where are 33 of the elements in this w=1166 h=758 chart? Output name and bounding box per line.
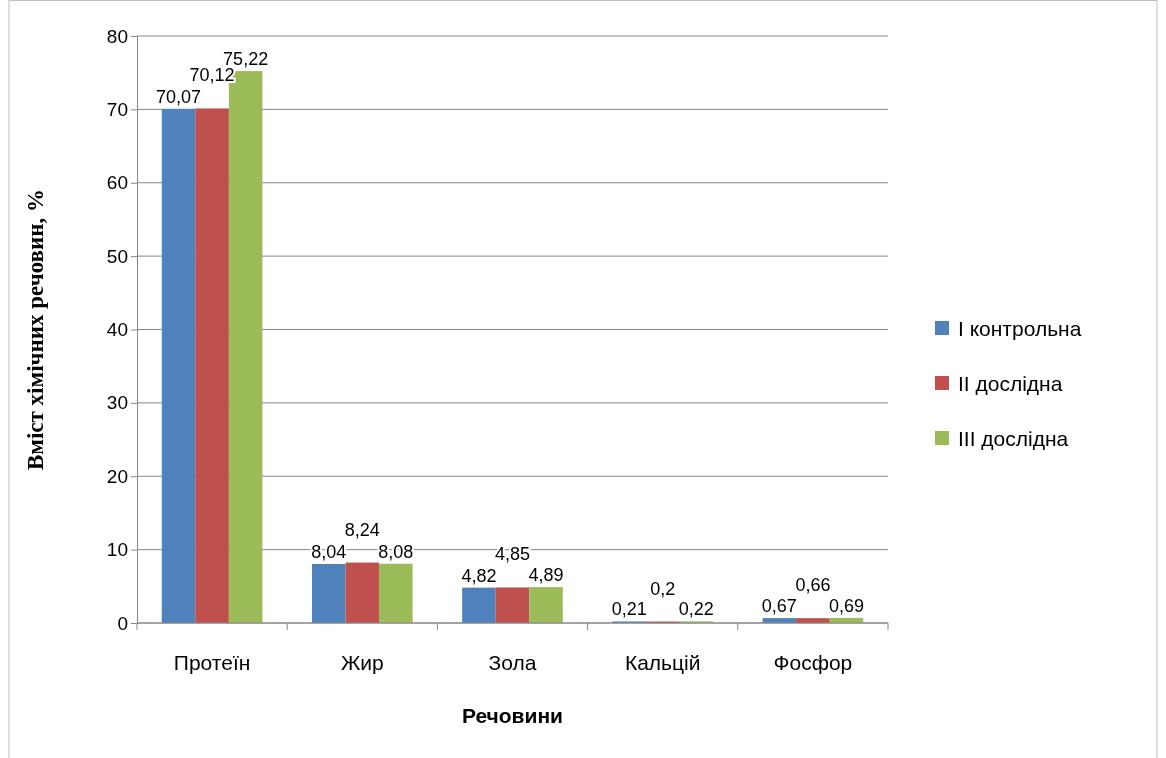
data-label: 75,22: [223, 49, 269, 70]
y-axis-title: Вміст хімічних речовин, %: [23, 188, 48, 471]
x-tick-label: Кальцій: [624, 651, 701, 674]
data-label: 4,85: [494, 544, 531, 565]
x-tick-label: Протеїн: [173, 651, 251, 674]
data-label: 8,24: [344, 519, 380, 540]
data-label: 8,08: [378, 541, 414, 562]
legend-label: II дослідна: [958, 372, 1063, 395]
y-tick-label: 60: [106, 172, 128, 194]
data-label: 0,22: [678, 599, 714, 620]
data-label: 8,04: [311, 542, 347, 563]
data-label: 0,2: [650, 578, 676, 599]
data-label: 70,07: [156, 86, 202, 107]
x-axis-title: Речовини: [461, 704, 564, 727]
y-tick-label: 40: [106, 319, 128, 341]
y-tick-label: 70: [106, 98, 128, 120]
data-label: 0,69: [828, 595, 864, 616]
y-tick-label: 30: [106, 392, 128, 414]
y-tick-label: 80: [106, 25, 128, 47]
data-label: 0,67: [761, 596, 797, 617]
data-label: 4,89: [528, 565, 564, 586]
y-tick-label: 20: [106, 465, 128, 487]
legend-label: III дослідна: [958, 427, 1069, 450]
y-tick-label: 10: [106, 539, 128, 561]
data-label: 4,82: [461, 565, 497, 586]
y-tick-label: 0: [117, 612, 128, 634]
data-label: 0,66: [795, 575, 831, 596]
x-tick-label: Жир: [340, 651, 384, 674]
y-tick-label: 50: [106, 245, 128, 267]
x-tick-label: Фосфор: [773, 651, 853, 674]
legend-label: I контрольна: [958, 317, 1082, 340]
data-label: 0,21: [611, 599, 647, 620]
x-tick-label: Зола: [488, 651, 537, 674]
